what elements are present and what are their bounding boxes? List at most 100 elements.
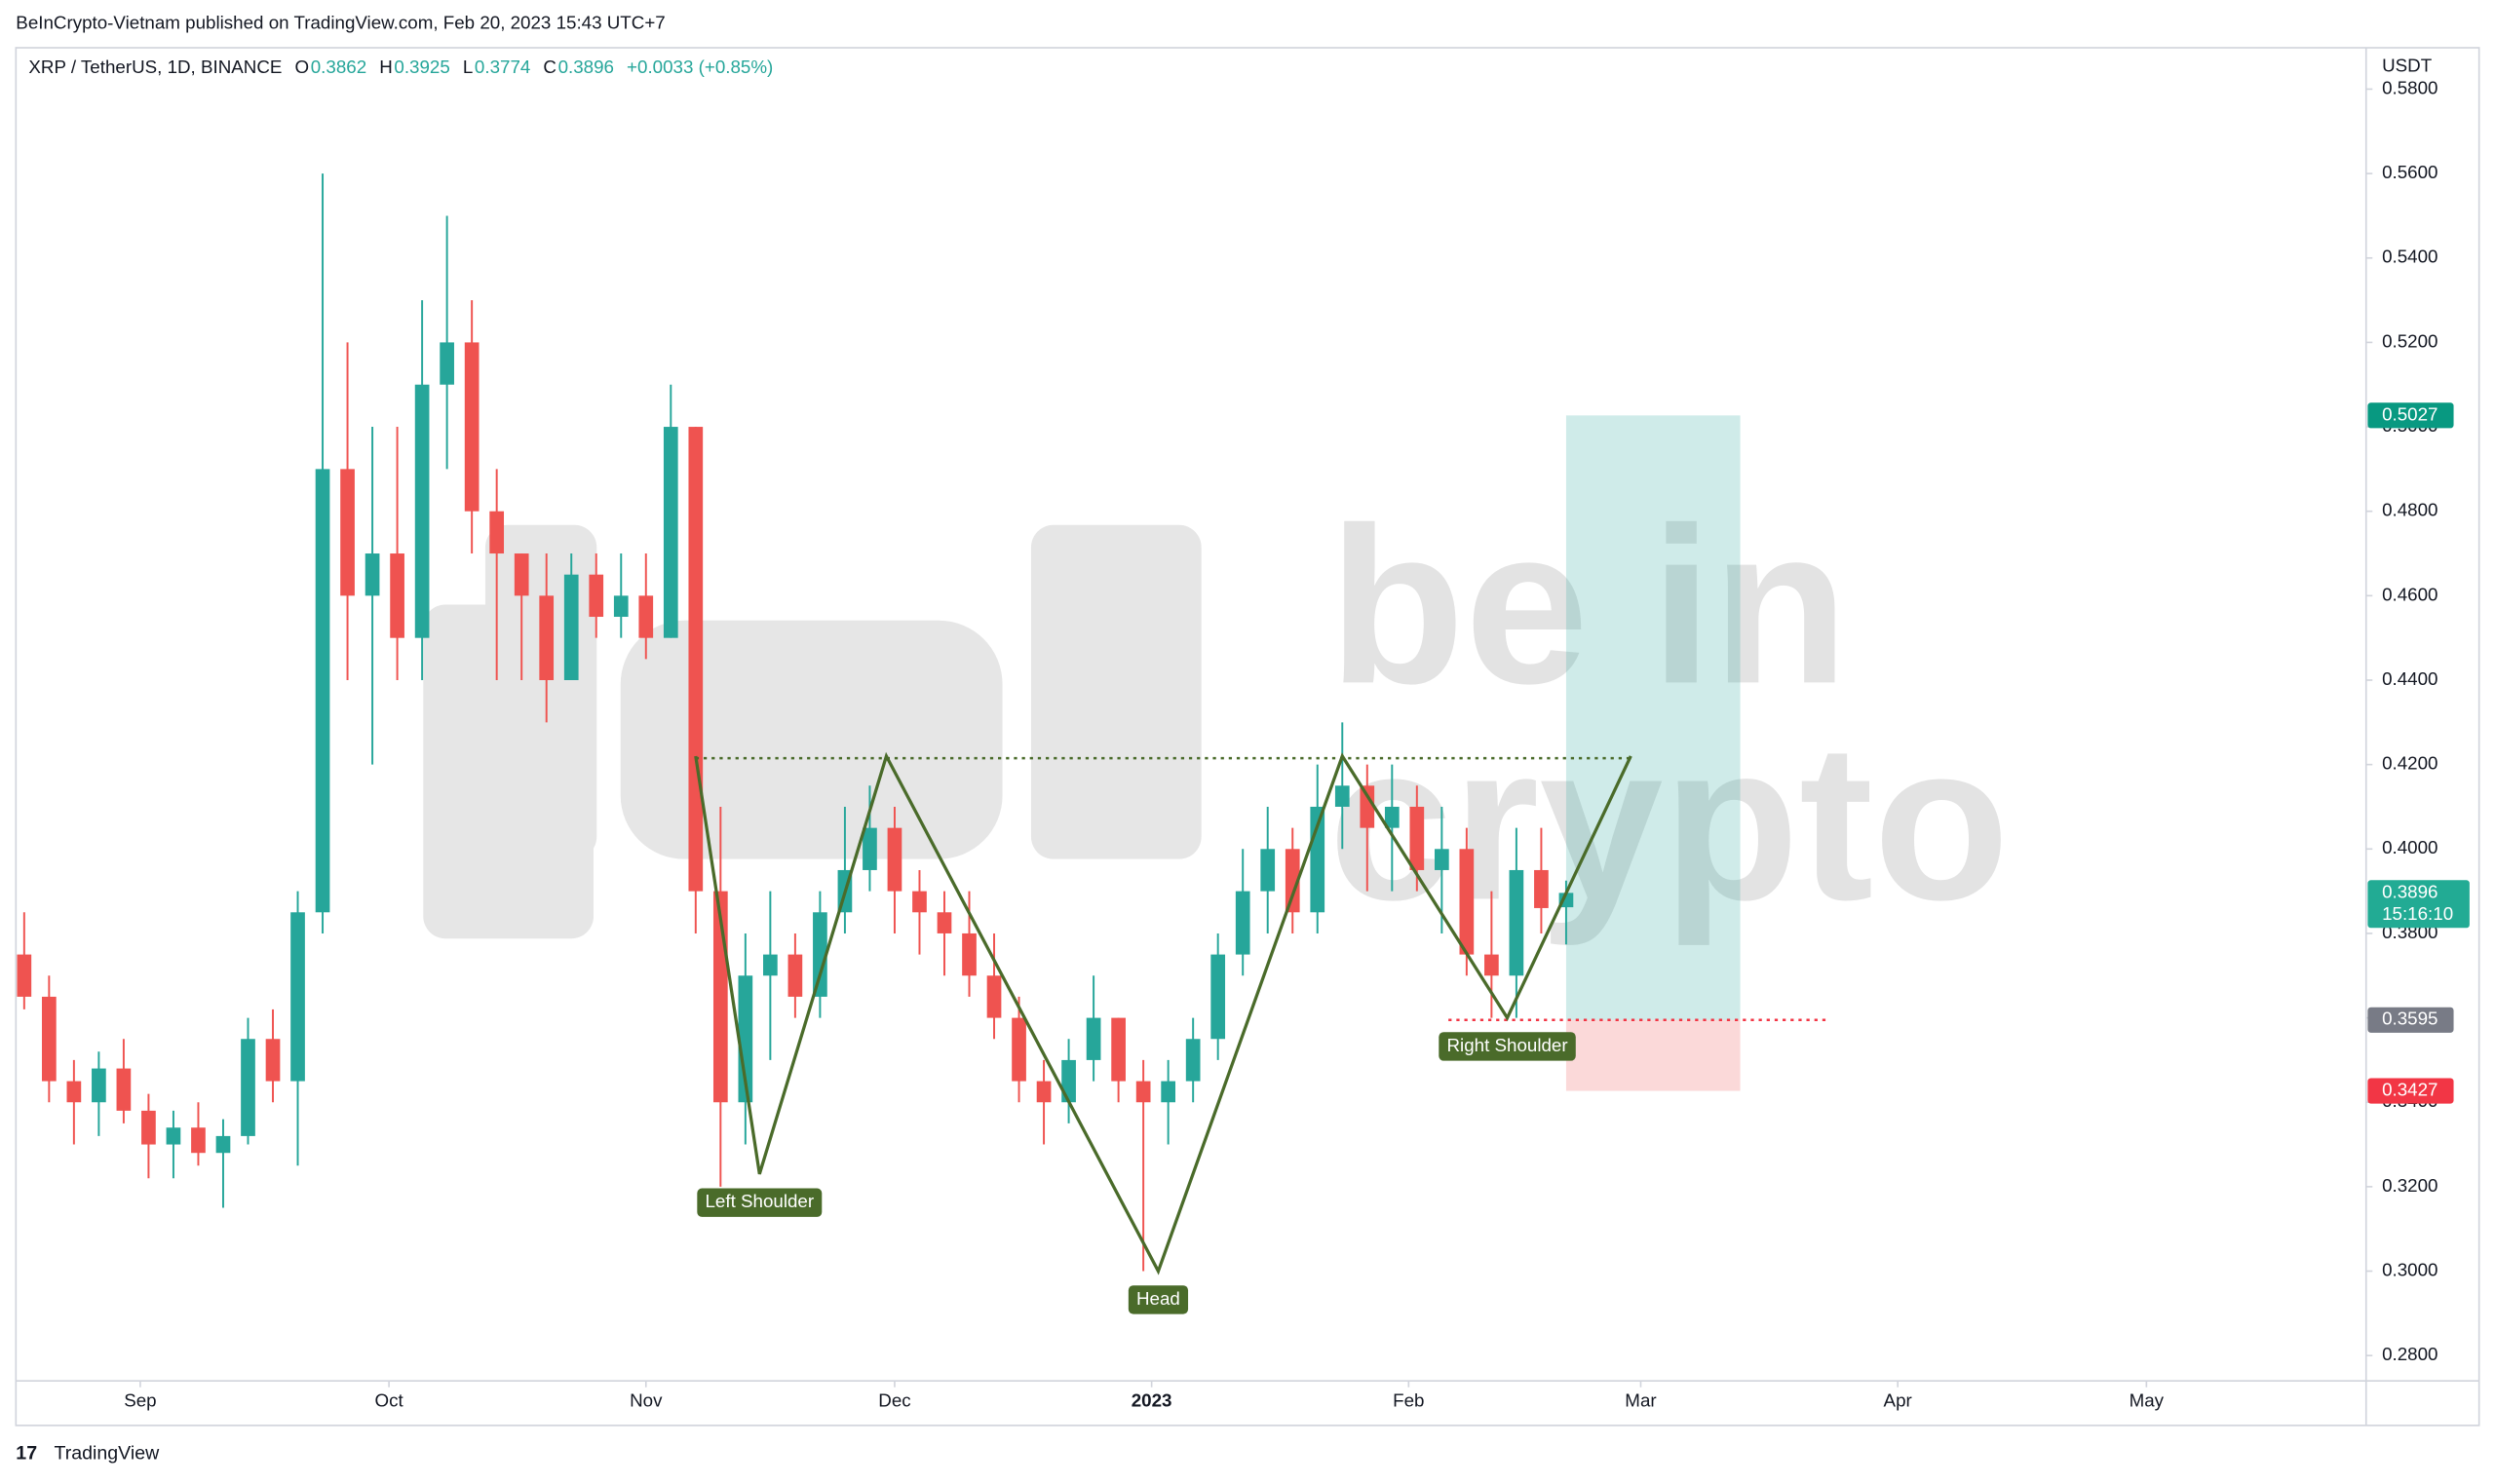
candle-body xyxy=(738,975,753,1103)
pattern-label: Left Shoulder xyxy=(705,1191,814,1211)
legend-key: O xyxy=(294,57,309,77)
candle-body xyxy=(265,1039,281,1082)
candle-body xyxy=(241,1039,255,1136)
legend-value: 0.3774 xyxy=(475,57,530,77)
candle-body xyxy=(1360,785,1375,828)
footer-logo: 17 xyxy=(16,1442,37,1464)
candle-body xyxy=(390,553,404,638)
candle-body xyxy=(1409,806,1425,870)
candle-body xyxy=(887,827,902,892)
y-tick-label: 0.5600 xyxy=(2382,162,2437,182)
candle-body xyxy=(116,1068,132,1111)
price-tag xyxy=(2367,1007,2454,1033)
price-tag xyxy=(2367,1078,2454,1104)
y-tick-label: 0.4000 xyxy=(2382,837,2437,857)
frame xyxy=(15,47,2480,1427)
candle-body xyxy=(663,427,678,638)
legend-value: 0.3896 xyxy=(558,57,614,77)
x-tick-label: Nov xyxy=(630,1389,663,1410)
candle-body xyxy=(1384,806,1400,828)
candle-body xyxy=(1036,1081,1052,1103)
candle-body xyxy=(315,469,330,913)
watermark-logo-part xyxy=(620,620,1003,859)
watermark-logo-part xyxy=(1030,524,1202,859)
x-tick-label: Mar xyxy=(1625,1389,1656,1410)
x-tick-label: Apr xyxy=(1884,1389,1912,1410)
candle-body xyxy=(962,932,977,976)
y-tick-label: 0.2800 xyxy=(2382,1344,2437,1364)
candle-body xyxy=(514,553,529,596)
candle-body xyxy=(937,912,952,933)
y-tick-label: 0.4400 xyxy=(2382,668,2437,689)
watermark-text: be in xyxy=(1328,481,1848,730)
pattern-label: Head xyxy=(1136,1288,1180,1309)
candle-body xyxy=(787,954,803,997)
legend-key: H xyxy=(379,57,393,77)
watermark-logo-part xyxy=(484,524,597,859)
price-tag-label: 0.3896 xyxy=(2382,881,2437,901)
candle-body xyxy=(440,342,454,385)
candle-body xyxy=(1484,954,1499,976)
candle-body xyxy=(1285,849,1300,913)
price-tag xyxy=(2367,402,2454,429)
x-tick-label: 2023 xyxy=(1132,1389,1172,1410)
legend: XRP / TetherUS, 1D, BINANCE xyxy=(28,57,282,77)
candle-body xyxy=(464,342,480,512)
pattern-label-bg xyxy=(1128,1285,1189,1314)
candle-body xyxy=(613,595,629,618)
candle-body xyxy=(1210,954,1226,1040)
footer: 17 TradingView xyxy=(16,1442,160,1464)
candle-body xyxy=(92,1068,106,1103)
candle-body xyxy=(1260,849,1276,892)
legend-value: 0.3925 xyxy=(394,57,449,77)
legend-value: 0.3862 xyxy=(311,57,366,77)
y-tick-label: 0.5200 xyxy=(2382,330,2437,351)
candle-body xyxy=(1161,1081,1175,1103)
x-tick-label: May xyxy=(2130,1389,2165,1410)
candle-body xyxy=(42,996,57,1082)
candle-body xyxy=(688,427,704,892)
candle-body xyxy=(215,1135,231,1154)
x-tick-label: Oct xyxy=(374,1389,403,1410)
candle-body xyxy=(290,912,305,1082)
legend-change: +0.0033 (+0.85%) xyxy=(627,57,773,77)
x-tick-label: Dec xyxy=(878,1389,910,1410)
price-tag xyxy=(2367,880,2470,929)
candle-body xyxy=(489,511,505,554)
candle-body xyxy=(763,954,778,976)
candle-body xyxy=(340,469,355,596)
candle-body xyxy=(365,553,380,596)
candle-body xyxy=(638,595,654,638)
candle-body xyxy=(66,1081,82,1103)
footer-text: TradingView xyxy=(55,1442,161,1464)
candle-body xyxy=(1459,849,1475,955)
target-zone xyxy=(1565,415,1741,1020)
candle-body xyxy=(17,954,32,997)
pattern-label-bg xyxy=(697,1188,823,1217)
candle-body xyxy=(813,912,827,997)
candle-body xyxy=(1185,1039,1201,1082)
x-tick-label: Feb xyxy=(1393,1389,1424,1410)
candle-body xyxy=(863,827,877,870)
publisher-line: BeInCrypto-Vietnam published on TradingV… xyxy=(16,12,665,32)
candle-body xyxy=(166,1127,181,1145)
candle-body xyxy=(539,595,555,680)
y-tick-label: 0.3200 xyxy=(2382,1175,2437,1196)
pattern-label: Right Shoulder xyxy=(1446,1035,1567,1055)
candle-body xyxy=(912,891,927,913)
candle-body xyxy=(191,1127,206,1154)
y-tick-label: 0.3000 xyxy=(2382,1259,2437,1279)
candle-body xyxy=(1135,1081,1151,1103)
candle-body xyxy=(563,574,579,680)
price-tag-countdown: 15:16:10 xyxy=(2382,903,2453,924)
y-tick-label: 0.4800 xyxy=(2382,500,2437,520)
candle-body xyxy=(1061,1059,1076,1103)
candle-body xyxy=(1086,1017,1101,1060)
y-axis-label: USDT xyxy=(2382,56,2433,76)
legend-key: C xyxy=(543,57,557,77)
candle-body xyxy=(1534,869,1549,908)
candle-body xyxy=(414,384,430,638)
